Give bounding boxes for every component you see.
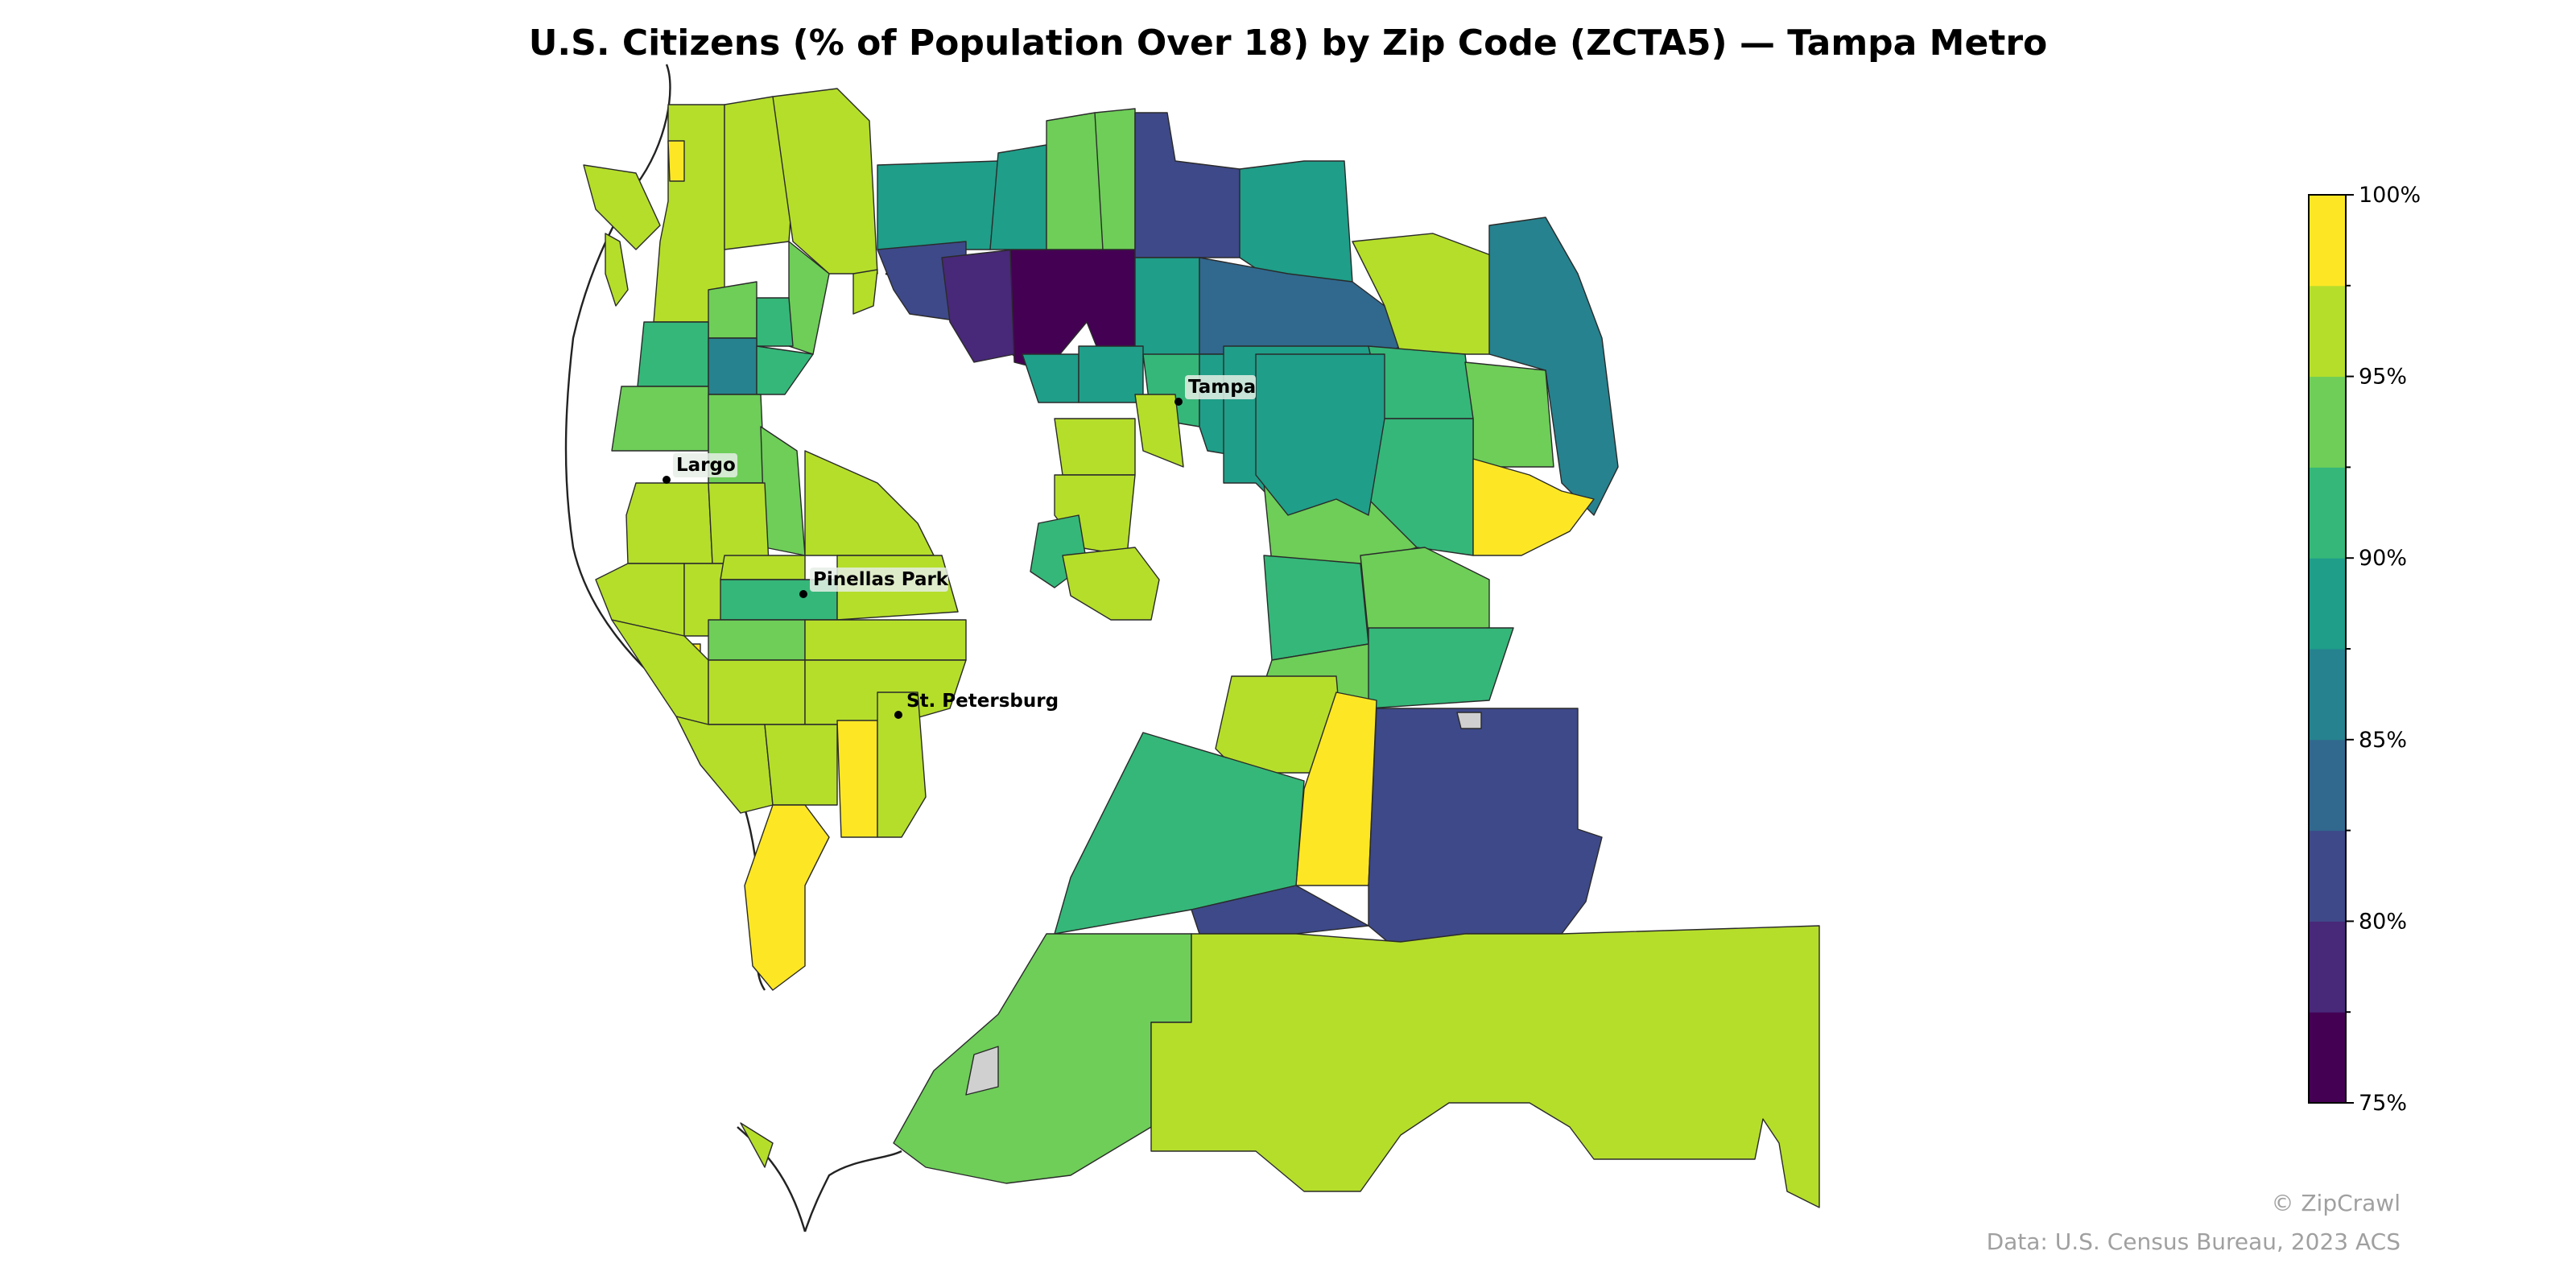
zcta-region[interactable]	[764, 724, 838, 806]
zcta-region[interactable]	[637, 321, 709, 387]
zcta-region[interactable]	[1464, 361, 1554, 468]
zcta-region[interactable]	[941, 249, 1015, 363]
colorbar-tick-label: 85%	[2359, 728, 2407, 753]
colorbar-segment	[2309, 195, 2346, 287]
zcta-region[interactable]	[804, 619, 967, 661]
zcta-region[interactable]	[740, 1122, 774, 1168]
zcta-region[interactable]	[965, 1046, 999, 1096]
zcta-region[interactable]	[893, 933, 1192, 1184]
colorbar-segment	[2309, 1012, 2346, 1104]
zcta-region[interactable]	[708, 482, 770, 564]
zcta-region[interactable]	[1150, 925, 1820, 1208]
city-marker[interactable]: St. Petersburg	[894, 691, 1059, 719]
zcta-region[interactable]	[611, 386, 709, 452]
colorbar-tick-label: 75%	[2359, 1091, 2407, 1116]
zcta-region[interactable]	[756, 297, 794, 347]
zcta-region[interactable]	[1134, 394, 1184, 468]
zcta-region[interactable]	[756, 345, 814, 395]
zcta-region[interactable]	[708, 619, 806, 661]
zcta-region[interactable]	[1456, 712, 1482, 729]
zcta-region[interactable]	[708, 659, 806, 725]
zcta-region[interactable]	[804, 450, 935, 556]
colorbar-segment	[2309, 558, 2346, 650]
zcta-region[interactable]	[1368, 627, 1514, 709]
zcta-region[interactable]	[877, 691, 927, 838]
colorbar-segment	[2309, 649, 2346, 741]
zcta-region[interactable]	[1191, 885, 1369, 935]
colorbar-segment	[2309, 830, 2346, 922]
zcta-region[interactable]	[708, 281, 758, 339]
zcta-region[interactable]	[1360, 547, 1490, 637]
city-marker[interactable]: Largo	[663, 453, 737, 484]
map-title: U.S. Citizens (% of Population Over 18) …	[528, 23, 2048, 64]
colorbar-segment	[2309, 467, 2346, 559]
zcta-region[interactable]	[1134, 257, 1200, 363]
zcta-region[interactable]	[667, 140, 685, 182]
zcta-region[interactable]	[1062, 547, 1160, 621]
colorbar-segment	[2309, 739, 2346, 832]
colorbar: 75% 80% 85% 90% 95% 100%	[2308, 183, 2421, 1116]
zcta-region[interactable]	[1054, 418, 1136, 476]
zcta-region[interactable]	[1255, 353, 1385, 516]
colorbar-tick-label: 90%	[2359, 546, 2407, 571]
city-label: Largo	[676, 455, 736, 476]
zcta-region[interactable]	[605, 233, 629, 307]
colorbar-tick-label: 95%	[2359, 365, 2407, 390]
zcta-region[interactable]	[1022, 353, 1080, 403]
zcta-region[interactable]	[1295, 691, 1377, 886]
city-label: Pinellas Park	[813, 569, 949, 590]
zcta-region[interactable]	[1488, 217, 1619, 516]
zcta-region[interactable]	[1046, 112, 1104, 250]
zcta-region[interactable]	[625, 482, 713, 564]
source-text: Data: U.S. Census Bureau, 2023 ACS	[1986, 1228, 2401, 1255]
zcta-region[interactable]	[877, 160, 999, 250]
zcta-region[interactable]	[1215, 675, 1345, 774]
colorbar-tick-label: 80%	[2359, 909, 2407, 934]
zcta-region[interactable]	[583, 164, 661, 250]
zcta-region[interactable]	[1134, 112, 1241, 258]
zcta-region[interactable]	[1078, 345, 1144, 403]
zcta-region[interactable]	[836, 720, 878, 838]
zcta-region[interactable]	[1263, 555, 1369, 661]
credit-text: © ZipCrawl	[2271, 1190, 2401, 1216]
city-label: St. Petersburg	[906, 691, 1059, 712]
zcta-region[interactable]	[989, 144, 1047, 250]
zcta-region[interactable]	[720, 555, 806, 580]
zcta-region[interactable]	[675, 716, 774, 814]
colorbar-segment	[2309, 376, 2346, 468]
zcta-region[interactable]	[852, 269, 878, 315]
city-label: Tampa	[1188, 377, 1256, 398]
zcta-region[interactable]	[744, 804, 830, 991]
zcta-layer	[583, 88, 1820, 1208]
colorbar-tick-label: 100%	[2359, 183, 2421, 208]
colorbar-segment	[2309, 921, 2346, 1013]
zcta-region[interactable]	[708, 337, 758, 395]
zcta-region[interactable]	[1472, 458, 1595, 556]
city-marker[interactable]: Tampa	[1174, 375, 1256, 406]
city-marker[interactable]: Pinellas Park	[799, 568, 949, 598]
colorbar-segment	[2309, 285, 2346, 378]
